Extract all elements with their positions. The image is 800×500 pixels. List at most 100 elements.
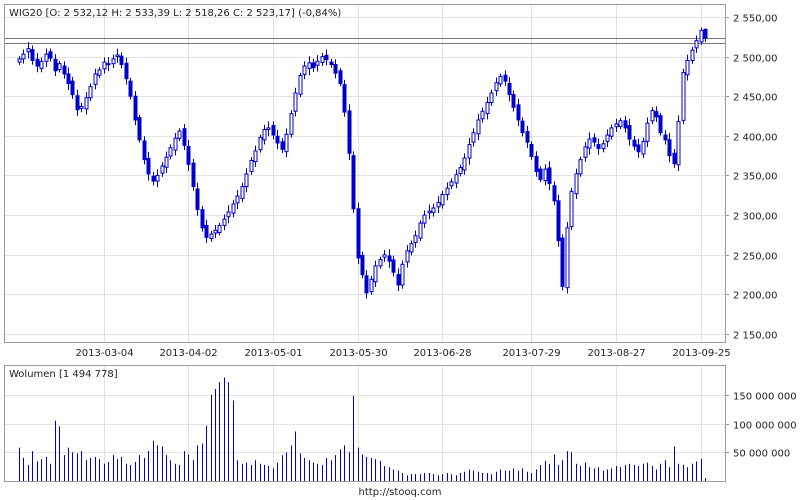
candle-up [315, 60, 320, 66]
candle-down [119, 55, 124, 65]
candle-up [298, 75, 303, 95]
x-axis: 2013-03-04 2013-04-02 2013-05-01 2013-05-30… [75, 348, 730, 359]
candle-down [658, 115, 663, 134]
chart-title: WIG20 [O: 2 532,12 H: 2 533,39 L: 2 518,… [9, 8, 341, 19]
candle-down [137, 117, 142, 141]
candle-down [311, 62, 316, 69]
candle-down [329, 61, 334, 65]
candle-up [494, 82, 499, 92]
candle-up [226, 211, 231, 218]
candle-down [275, 135, 280, 144]
candle-up [240, 186, 245, 199]
candle-up [583, 146, 588, 158]
candle-up [378, 259, 383, 267]
candle-up [93, 73, 98, 85]
x-tick-label: 2013-03-04 [75, 348, 133, 359]
candle-down [133, 95, 138, 121]
candle-down [324, 54, 329, 61]
volume-gridlines [5, 366, 725, 481]
candle-up [601, 143, 606, 150]
price-panel-frame [4, 4, 726, 343]
candle-up [79, 105, 84, 109]
candle-up [476, 119, 481, 135]
price-tick-label: 2 450,00 [733, 93, 778, 104]
candle-up [307, 62, 312, 69]
candle-down [75, 95, 80, 111]
volume-tick-label: 100 000 000 [733, 421, 797, 432]
candle-up [44, 53, 49, 62]
candle-up [605, 134, 610, 142]
candle-up [231, 203, 236, 214]
candle-up [209, 233, 214, 240]
candle-up [413, 235, 418, 243]
x-tick-label: 2013-04-02 [159, 348, 217, 359]
x-tick-label: 2013-06-28 [413, 348, 471, 359]
candle-up [289, 113, 294, 135]
candle-down [534, 155, 539, 173]
candle-down [124, 62, 129, 80]
candle-down [516, 104, 521, 121]
candle-up [302, 65, 307, 75]
candle-down [128, 80, 133, 97]
candle-up [173, 137, 178, 151]
candle-up [454, 174, 459, 184]
candle-up [102, 61, 107, 70]
candle-down [663, 134, 668, 141]
candle-up [409, 243, 414, 253]
candle-up [249, 159, 254, 173]
candle-down [636, 144, 641, 153]
candle-up [436, 201, 441, 208]
candle-down [529, 144, 534, 157]
candle-up [160, 165, 165, 174]
candle-up [449, 181, 454, 187]
price-y-axis: 2 150,00 2 200,00 2 250,00 2 300,00 2 350,00… [725, 14, 778, 342]
candle-up [650, 109, 655, 122]
candle-up [213, 229, 218, 234]
candle-up [641, 140, 646, 155]
candle-down [654, 111, 659, 118]
candle-down [632, 139, 637, 147]
candle-down [62, 65, 67, 75]
candle-down [672, 152, 677, 165]
candle-down [667, 139, 672, 157]
price-tick-label: 2 200,00 [733, 291, 778, 302]
candle-down [525, 130, 530, 143]
candle-up [39, 60, 44, 69]
candle-up [480, 110, 485, 120]
candle-up [253, 150, 258, 163]
candle-down [552, 185, 557, 202]
candle-up [681, 71, 686, 121]
candle-down [703, 28, 708, 39]
footer-url[interactable]: http://stooq.com [359, 487, 442, 498]
candle-up [676, 121, 681, 166]
volume-panel-frame [4, 365, 726, 482]
candle-up [578, 159, 583, 175]
candle-down [204, 224, 209, 238]
candle-down [520, 120, 525, 134]
price-tick-label: 2 250,00 [733, 252, 778, 263]
candle-up [84, 97, 89, 110]
candle-up [106, 63, 111, 66]
candle-down [195, 188, 200, 211]
candle-up [690, 49, 695, 62]
candle-down [596, 144, 601, 150]
candle-down [200, 209, 205, 229]
candle-up [645, 122, 650, 142]
x-tick-label: 2013-05-30 [329, 348, 387, 359]
candle-up [458, 167, 463, 175]
volume-y-axis: 50 000 000 100 000 000 150 000 000 [725, 392, 797, 460]
candle-up [440, 194, 445, 206]
price-tick-label: 2 400,00 [733, 133, 778, 144]
candle-down [35, 58, 40, 67]
candle-up [699, 29, 704, 43]
candle-up [111, 58, 116, 65]
candle-down [356, 208, 361, 259]
candle-up [258, 136, 263, 151]
candle-down [507, 83, 512, 96]
candle-up [462, 157, 467, 171]
price-tick-label: 2 150,00 [733, 331, 778, 342]
candle-up [369, 278, 374, 293]
candle-up [17, 58, 22, 63]
